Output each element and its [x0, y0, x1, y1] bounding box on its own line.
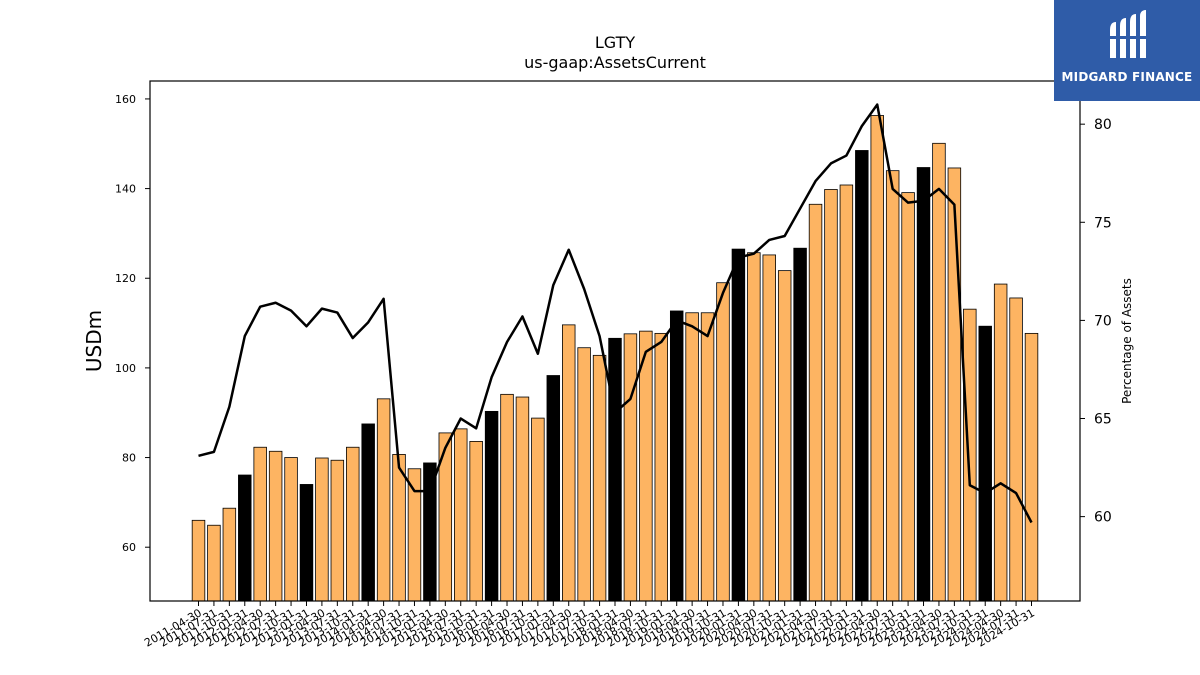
- y2-tick-label: 60: [1094, 510, 1112, 526]
- y-tick-label: 120: [115, 272, 136, 285]
- bar-2015-07-31: [454, 428, 468, 602]
- y-tick-label: 160: [115, 93, 136, 106]
- bar-2012-07-31: [268, 450, 283, 602]
- bar-2015-10-31: [469, 441, 483, 602]
- bar-2017-04-30: [562, 324, 576, 602]
- bar-2018-01-31: [608, 337, 622, 602]
- y-axis-label: USDm: [82, 310, 106, 372]
- bar-2022-01-31: [855, 150, 869, 602]
- bar-2021-04-30: [808, 203, 823, 602]
- bar-2019-01-31: [669, 310, 684, 602]
- bar-2017-01-31: [546, 375, 561, 602]
- bar-2024-07-31: [1009, 297, 1023, 602]
- bar-2014-10-31: [407, 468, 422, 602]
- y-tick-label: 100: [115, 362, 136, 375]
- bar-2019-07-31: [700, 312, 715, 602]
- bar-series: [191, 115, 1039, 602]
- bar-2011-04-30: [191, 519, 206, 602]
- bar-2013-04-30: [315, 457, 329, 602]
- bar-2017-07-31: [577, 347, 591, 602]
- y2-tick-label: 75: [1094, 215, 1112, 231]
- bar-2020-04-30: [747, 252, 761, 602]
- bar-2016-04-30: [500, 393, 514, 602]
- bar-2013-01-31: [299, 484, 314, 602]
- bar-2023-10-31: [963, 308, 977, 602]
- bar-2011-07-31: [207, 524, 221, 602]
- line-series: [198, 103, 1033, 524]
- bar-2011-10-31: [222, 507, 237, 602]
- logo-text: MIDGARD FINANCE: [1061, 70, 1193, 84]
- bar-2020-10-31: [777, 270, 792, 602]
- bar-2019-04-30: [685, 312, 699, 602]
- bar-2018-10-31: [654, 332, 669, 602]
- bar-2023-01-31: [916, 167, 931, 602]
- bar-2012-01-31: [238, 474, 252, 602]
- bar-2023-04-30: [932, 142, 946, 602]
- bar-2023-07-31: [947, 167, 962, 602]
- bar-2020-01-31: [731, 248, 746, 602]
- y-tick-label: 140: [115, 183, 136, 196]
- bar-2024-10-31: [1024, 332, 1039, 602]
- percentage-line: [198, 103, 1033, 524]
- logo-mark-icon: [1106, 10, 1150, 58]
- bar-2013-07-31: [330, 459, 345, 602]
- bar-2019-10-31: [716, 282, 730, 602]
- bar-2024-04-30: [993, 283, 1008, 602]
- y2-tick-label: 70: [1094, 313, 1112, 329]
- y2-axis-label: Percentage of Assets: [1120, 278, 1134, 404]
- bar-2024-01-31: [978, 325, 992, 602]
- bar-2013-10-31: [346, 446, 360, 602]
- bar-2021-10-31: [839, 184, 854, 602]
- bar-2020-07-31: [762, 254, 776, 602]
- bar-2018-07-31: [639, 330, 653, 602]
- bar-2018-04-30: [623, 333, 638, 602]
- bar-2016-07-31: [515, 396, 530, 602]
- bar-2014-04-30: [376, 398, 391, 602]
- bar-2021-07-31: [824, 189, 838, 602]
- y2-tick-label: 80: [1094, 117, 1112, 133]
- bar-2022-10-31: [901, 192, 915, 602]
- bar-2016-01-31: [484, 410, 499, 602]
- bar-2014-01-31: [361, 423, 375, 602]
- brand-logo: MIDGARD FINANCE: [1054, 0, 1200, 101]
- bar-2016-10-31: [531, 417, 545, 602]
- x-axis-ticks: 2011-04-302011-07-312011-10-312012-01-31…: [142, 601, 1037, 650]
- bar-2015-01-31: [423, 462, 437, 602]
- y-tick-label: 80: [122, 452, 136, 465]
- bar-2021-01-31: [793, 247, 807, 602]
- bar-2017-10-31: [592, 354, 607, 602]
- right-axis-ticks: 60 65 70 75 80: [1080, 117, 1112, 526]
- left-axis-ticks: 60 80 100 120 140 160: [115, 93, 150, 554]
- chart-subtitle: us-gaap:AssetsCurrent: [524, 53, 706, 72]
- bar-2022-04-30: [870, 115, 884, 602]
- bar-2022-07-31: [885, 170, 900, 602]
- bar-2012-10-31: [284, 457, 298, 602]
- y2-tick-label: 65: [1094, 412, 1112, 428]
- bar-2012-04-30: [253, 446, 267, 602]
- chart-title: LGTY: [595, 33, 636, 52]
- y-tick-label: 60: [122, 541, 136, 554]
